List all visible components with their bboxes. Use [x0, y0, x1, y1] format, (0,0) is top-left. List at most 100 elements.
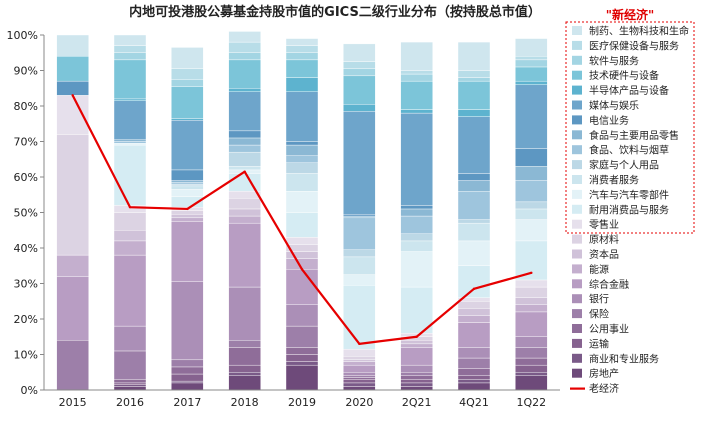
bar-segment-2018-22 — [228, 41, 261, 53]
bar-segment-2Q21-14 — [400, 233, 433, 242]
bar-segment-2Q21-0 — [400, 386, 433, 391]
legend-swatch — [572, 309, 582, 319]
x-tick-label: 1Q22 — [517, 396, 547, 409]
bar-segment-2016-19 — [113, 98, 147, 101]
bar-segment-1Q22-20 — [515, 66, 548, 82]
legend-swatch — [572, 85, 582, 95]
legend-label: 零售业 — [589, 218, 619, 231]
legend-label: 家庭与个人用品 — [589, 159, 659, 172]
bar-segment-2018-9 — [228, 198, 261, 210]
bar-segment-2017-1 — [171, 380, 204, 384]
legend-swatch — [572, 368, 582, 378]
x-tick-label: 2Q21 — [402, 396, 432, 409]
bar-segment-2018-6 — [228, 222, 261, 288]
bar-segment-2019-10 — [285, 237, 319, 245]
bar-segment-1Q22-6 — [515, 311, 548, 337]
bar-segment-2019-22 — [285, 45, 319, 53]
bar-segment-2020-22 — [343, 61, 376, 69]
bar-segment-2018-3 — [228, 347, 261, 366]
bar-segment-2020-2 — [343, 379, 376, 384]
legend-swatch — [572, 115, 582, 125]
bar-segment-2019-19 — [285, 77, 319, 92]
bar-segment-2Q21-18 — [400, 112, 433, 206]
line-point-2016 — [128, 205, 132, 209]
bar-segment-2019-1 — [285, 361, 319, 366]
bar-segment-2017-16 — [171, 180, 204, 183]
legend-swatch — [572, 26, 582, 35]
bar-segment-2018-11 — [228, 173, 261, 192]
line-point-2018 — [243, 170, 246, 173]
legend-swatch — [572, 264, 582, 274]
legend-label: 房地产 — [589, 367, 619, 380]
bar-segment-2016-21 — [113, 52, 147, 61]
x-tick-label: 2016 — [116, 396, 144, 409]
bar-segment-4Q21-2 — [457, 375, 491, 380]
bar-segment-2Q21-22 — [400, 70, 433, 75]
bar-segment-2019-13 — [285, 173, 319, 192]
legend-swatch — [572, 55, 582, 65]
y-tick-label: 80% — [14, 100, 38, 113]
legend-swatch — [572, 100, 582, 110]
bar-segment-2017-20 — [171, 86, 204, 119]
bar-segment-2018-20 — [228, 59, 261, 89]
bar-segment-1Q22-15 — [515, 180, 548, 203]
bar-segment-2020-10 — [343, 348, 376, 357]
bar-segment-2016-8 — [113, 230, 147, 242]
bar-segment-2019-8 — [285, 251, 319, 259]
bar-segment-2020-3 — [343, 377, 376, 380]
bar-segment-2015-17 — [56, 80, 89, 96]
bar-segment-4Q21-15 — [457, 190, 491, 220]
bar-segment-2017-17 — [171, 169, 204, 181]
bar-segment-1Q22-7 — [515, 304, 548, 313]
legend-swatch — [572, 160, 582, 170]
bars-layer — [56, 31, 548, 391]
bar-segment-2018-7 — [228, 215, 261, 224]
bar-segment-2Q21-8 — [400, 340, 433, 345]
legend-label: 保险 — [589, 308, 609, 321]
bar-segment-2019-21 — [285, 52, 319, 61]
legend-swatch — [572, 234, 582, 244]
bar-segment-2019-3 — [285, 347, 319, 355]
bar-segment-2Q21-23 — [400, 41, 433, 71]
bar-segment-2018-0 — [228, 375, 261, 391]
bar-segment-2020-18 — [343, 111, 376, 215]
bar-segment-2020-13 — [343, 256, 376, 275]
bar-segment-2020-16 — [343, 215, 376, 219]
bar-segment-2015-6 — [56, 276, 89, 341]
line-layer — [71, 94, 533, 346]
bar-segment-2020-7 — [343, 361, 376, 366]
bar-segment-1Q22-19 — [515, 80, 548, 85]
bar-segment-2020-1 — [343, 382, 376, 387]
bar-segment-2019-12 — [285, 190, 319, 213]
bar-segment-2018-16 — [228, 137, 261, 146]
bar-segment-2019-2 — [285, 354, 319, 362]
y-tick-label: 60% — [14, 171, 38, 184]
bar-segment-1Q22-2 — [515, 364, 548, 373]
legend-label: 制药、生物科技和生命 — [589, 25, 689, 38]
bar-segment-2020-23 — [343, 43, 376, 62]
bar-segment-1Q22-22 — [515, 56, 548, 61]
bar-segment-2Q21-17 — [400, 205, 433, 210]
legend-label: 老经济 — [589, 382, 619, 395]
bar-segment-2018-17 — [228, 130, 261, 139]
bar-segment-2017-12 — [171, 189, 204, 197]
bar-segment-2Q21-13 — [400, 240, 433, 252]
y-tick-label: 70% — [14, 136, 38, 149]
bar-segment-2016-0 — [113, 386, 147, 391]
bar-segment-4Q21-7 — [457, 315, 491, 323]
bar-segment-2016-2 — [113, 382, 147, 385]
bar-segment-1Q22-17 — [515, 148, 548, 167]
bar-segment-2016-22 — [113, 45, 147, 53]
legend-label: 原材料 — [589, 233, 619, 246]
bar-segment-1Q22-10 — [515, 279, 548, 288]
x-tick-label: 4Q21 — [459, 396, 489, 409]
legend-swatch — [572, 145, 582, 155]
bar-segment-2Q21-7 — [400, 343, 433, 348]
bar-segment-2017-5 — [171, 281, 204, 361]
bar-segment-1Q22-23 — [515, 38, 548, 57]
bar-segment-1Q22-11 — [515, 240, 548, 281]
bar-segment-2019-4 — [285, 325, 319, 348]
bar-segment-4Q21-19 — [457, 109, 491, 117]
legend-swatch — [572, 175, 582, 184]
bar-segment-1Q22-12 — [515, 219, 548, 242]
